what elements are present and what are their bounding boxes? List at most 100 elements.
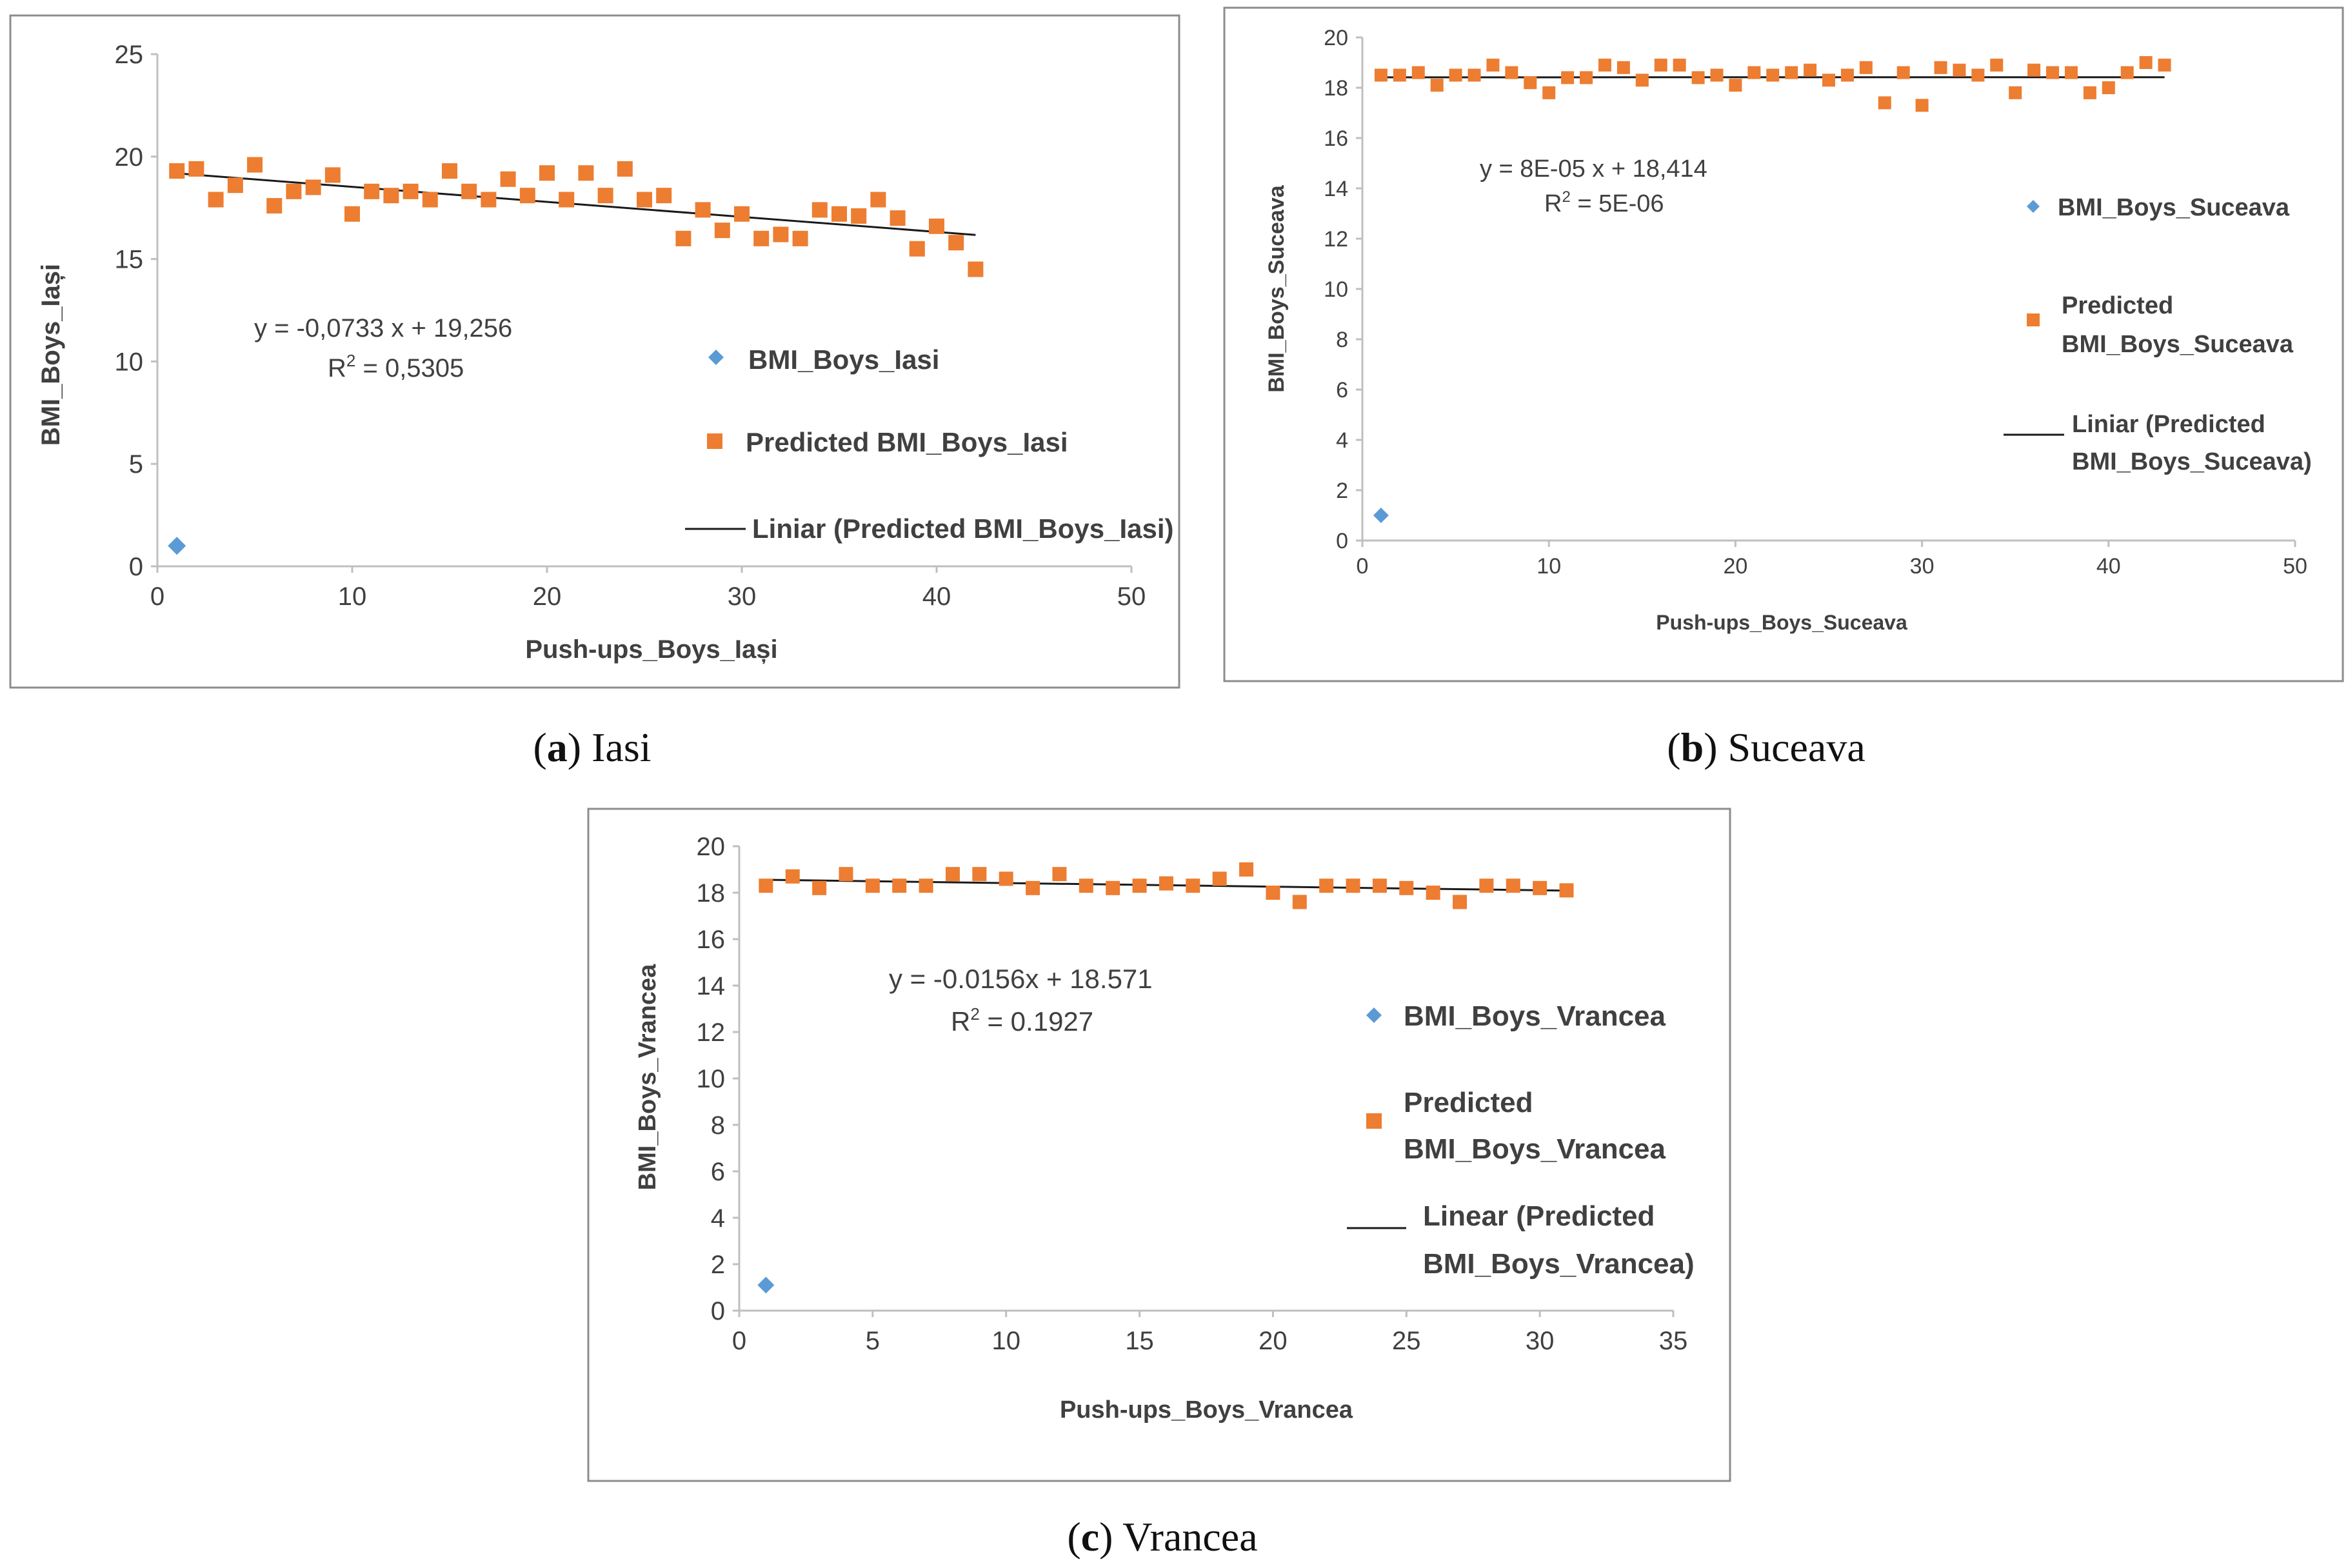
predicted-point (909, 241, 925, 257)
predicted-point (597, 188, 613, 204)
panel-c-points (757, 862, 1574, 1294)
predicted-point (1822, 74, 1835, 87)
x-tick-label: 0 (150, 582, 164, 611)
panel-b-legend-predicted-line1: Predicted (2062, 292, 2173, 319)
legend-square-icon (707, 433, 722, 449)
predicted-point (539, 165, 555, 181)
predicted-point (1132, 878, 1147, 893)
y-tick-label: 4 (1336, 428, 1348, 453)
x-tick-label: 5 (866, 1327, 880, 1355)
predicted-point (1598, 58, 1611, 72)
predicted-point (714, 223, 730, 239)
y-tick-label: 18 (697, 879, 726, 908)
x-tick-label: 35 (1659, 1327, 1688, 1355)
predicted-point (2139, 56, 2153, 69)
predicted-point (1990, 58, 2004, 72)
y-tick-label: 16 (1324, 126, 1348, 151)
predicted-point (1859, 61, 1873, 74)
predicted-point (1186, 878, 1200, 893)
y-tick-label: 20 (115, 143, 144, 172)
panel-c: 0 2 4 6 8 10 12 14 16 18 20 0 5 10 15 20 25 30 35 Push-up… (587, 808, 1731, 1482)
predicted-point (2158, 58, 2171, 72)
predicted-point (773, 226, 789, 243)
predicted-point (1505, 66, 1518, 79)
predicted-point (919, 878, 933, 893)
y-tick-label: 6 (711, 1158, 725, 1186)
predicted-point (188, 161, 204, 177)
predicted-point (1729, 79, 1742, 92)
panel-c-legend-predicted-line1: Predicted (1404, 1087, 1533, 1118)
y-tick-label: 18 (1324, 76, 1348, 101)
legend-diamond-icon (1366, 1007, 1382, 1023)
panel-b-legend: BMI_Boys_Suceava Predicted BMI_Boys_Suce… (2004, 194, 2312, 475)
predicted-point (1319, 878, 1334, 893)
predicted-point (364, 183, 380, 199)
panel-a-equation: y = -0,0733 x + 19,256 (254, 314, 512, 342)
predicted-point (831, 206, 847, 222)
predicted-point (442, 163, 457, 179)
x-tick-label: 50 (1117, 582, 1146, 611)
predicted-point (208, 192, 224, 208)
predicted-point (1212, 871, 1227, 886)
y-tick-label: 0 (711, 1297, 725, 1325)
x-tick-label: 10 (338, 582, 367, 611)
predicted-point (266, 198, 283, 214)
predicted-point (865, 878, 880, 893)
predicted-point (403, 183, 419, 199)
panel-c-frame (587, 808, 1731, 1482)
predicted-point (1468, 68, 1481, 82)
predicted-point (286, 183, 302, 199)
predicted-point (1785, 66, 1798, 79)
y-tick-label: 10 (1324, 277, 1348, 302)
panel-b-frame (1223, 6, 2344, 682)
predicted-point (1673, 58, 1686, 72)
predicted-point (637, 192, 652, 208)
predicted-point (1159, 876, 1173, 891)
predicted-point (617, 161, 633, 177)
predicted-point (247, 157, 263, 173)
panel-a-r-squared: R2 = 0,5305 (328, 351, 464, 382)
y-tick-label: 20 (1324, 26, 1348, 50)
predicted-point (1580, 71, 1593, 84)
predicted-point (461, 183, 477, 199)
x-tick-label: 15 (1125, 1327, 1154, 1355)
predicted-point (169, 163, 185, 179)
predicted-point (559, 192, 575, 208)
panel-b-r-squared: R2 = 5E-06 (1544, 188, 1664, 217)
panel-c-y-axis-title: BMI_Boys_Vrancea (634, 964, 661, 1190)
predicted-point (1486, 58, 1500, 72)
predicted-point (422, 192, 438, 208)
y-tick-label: 10 (697, 1065, 726, 1093)
panel-a-y-ticks: 0 5 10 15 20 25 (115, 41, 157, 581)
y-tick-label: 2 (711, 1251, 725, 1279)
predicted-point (2009, 86, 2022, 99)
predicted-point (759, 878, 773, 893)
legend-square-icon (1366, 1113, 1382, 1129)
panel-a-legend-observed: BMI_Boys_Iasi (748, 344, 939, 375)
panel-a-frame (9, 14, 1180, 689)
predicted-point (2102, 81, 2115, 94)
predicted-point (2120, 66, 2134, 79)
predicted-point (811, 202, 828, 218)
caption-c: (c) Vrancea (1067, 1514, 1257, 1560)
predicted-point (1934, 61, 1947, 74)
predicted-point (695, 202, 711, 218)
y-tick-label: 0 (1336, 529, 1348, 553)
y-tick-label: 25 (115, 41, 144, 69)
x-tick-label: 10 (991, 1327, 1020, 1355)
x-tick-label: 30 (1910, 554, 1935, 579)
panel-c-legend-predicted-line2: BMI_Boys_Vrancea (1404, 1133, 1666, 1165)
predicted-point (1747, 66, 1761, 79)
predicted-point (851, 208, 867, 224)
y-tick-label: 8 (711, 1111, 725, 1140)
panel-a-x-ticks: 0 10 20 30 40 50 (150, 566, 1146, 611)
x-tick-label: 0 (732, 1327, 746, 1355)
predicted-point (1399, 880, 1414, 895)
panel-c-legend-trend-line2: BMI_Boys_Vrancea) (1423, 1248, 1695, 1280)
predicted-point (1239, 862, 1254, 877)
legend-square-icon (2027, 313, 2040, 326)
predicted-point (1430, 79, 1444, 92)
panel-a-legend: BMI_Boys_Iasi Predicted BMI_Boys_Iasi Li… (685, 344, 1174, 544)
legend-diamond-icon (708, 350, 724, 365)
y-tick-label: 4 (711, 1204, 725, 1233)
